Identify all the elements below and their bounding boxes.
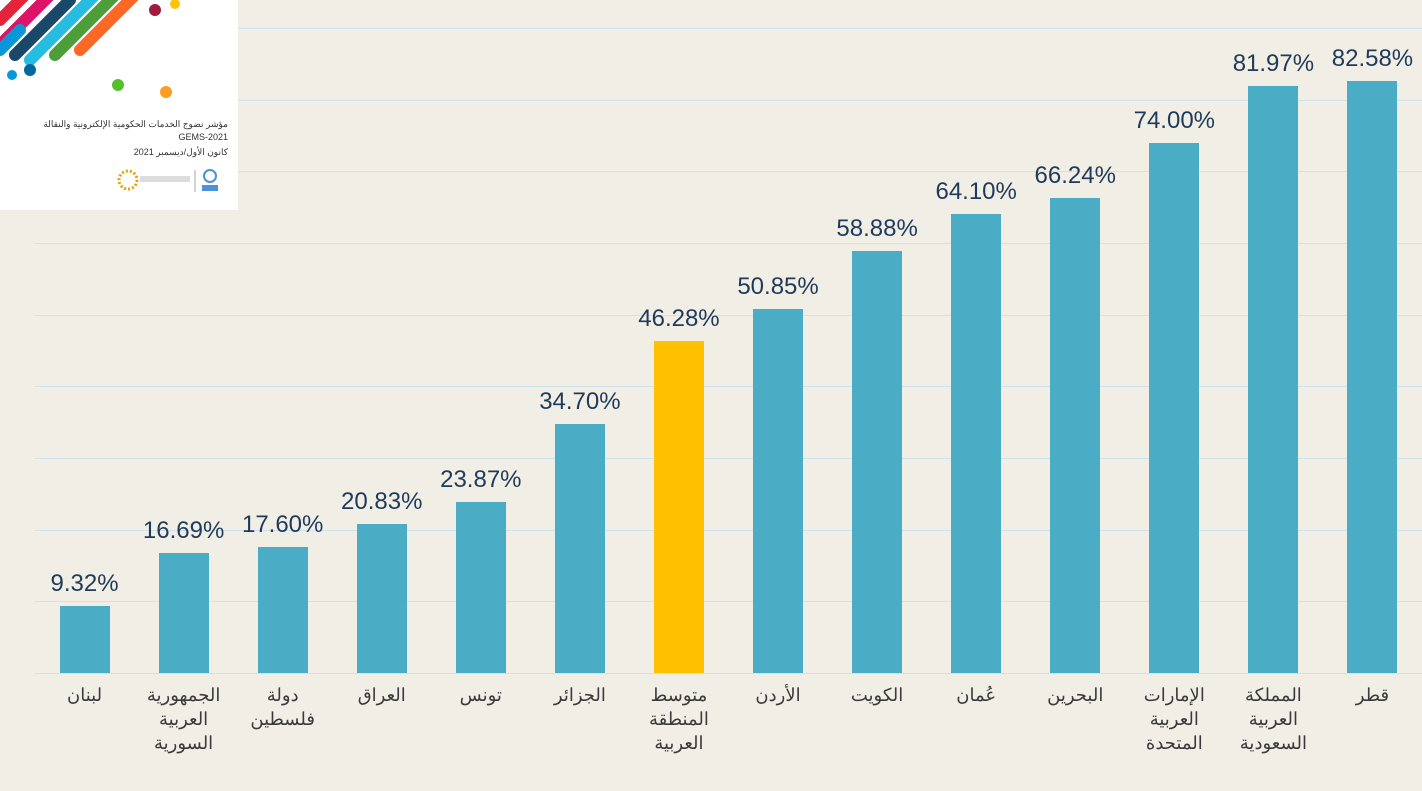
- x-tick-label: عُمان: [935, 683, 1017, 707]
- value-label: 50.85%: [718, 273, 838, 301]
- bar: [1149, 143, 1199, 673]
- grid-line: [35, 386, 1422, 387]
- bar: [60, 606, 110, 673]
- bar: [654, 341, 704, 673]
- grid-line: [35, 28, 1422, 29]
- x-tick-label: متوسط المنطقة العربية: [638, 683, 720, 755]
- value-label: 66.24%: [1015, 162, 1135, 190]
- value-label: 58.88%: [817, 215, 937, 243]
- x-tick-label: الجزائر: [539, 683, 621, 707]
- x-tick-label: المملكة العربية السعودية: [1232, 683, 1314, 755]
- grid-line: [35, 601, 1422, 602]
- x-tick-label: العراق: [341, 683, 423, 707]
- value-label: 82.58%: [1312, 45, 1422, 73]
- grid-line: [35, 243, 1422, 244]
- value-label: 23.87%: [421, 466, 541, 494]
- value-label: 9.32%: [25, 570, 145, 598]
- x-tick-label: لبنان: [44, 683, 126, 707]
- bar: [159, 553, 209, 673]
- bar: [258, 547, 308, 673]
- bar: [852, 251, 902, 673]
- grid-line: [35, 673, 1422, 674]
- x-tick-label: تونس: [440, 683, 522, 707]
- x-tick-label: الجمهورية العربية السورية: [143, 683, 225, 755]
- x-tick-label: الأردن: [737, 683, 819, 707]
- x-tick-label: الكويت: [836, 683, 918, 707]
- grid-line: [35, 171, 1422, 172]
- logo-graphic: [0, 0, 238, 110]
- value-label: 34.70%: [520, 388, 640, 416]
- page: لبنان9.32%الجمهورية العربية السورية16.69…: [0, 0, 1422, 791]
- bar: [951, 214, 1001, 673]
- bar: [1347, 81, 1397, 673]
- bar: [357, 524, 407, 673]
- logo-title: مؤشر نضوج الخدمات الحكومية الإلكترونية و…: [38, 118, 228, 144]
- value-label: 74.00%: [1114, 107, 1234, 135]
- bar: [555, 424, 605, 673]
- bar: [1050, 198, 1100, 673]
- x-tick-label: قطر: [1331, 683, 1413, 707]
- logo-badges: [0, 168, 238, 198]
- value-label: 46.28%: [619, 305, 739, 333]
- logo-date: كانون الأول/ديسمبر 2021: [38, 146, 228, 159]
- bar: [1248, 86, 1298, 673]
- x-tick-label: دولة فلسطين: [242, 683, 324, 731]
- grid-line: [35, 100, 1422, 101]
- x-tick-label: الإمارات العربية المتحدة: [1133, 683, 1215, 755]
- grid-line: [35, 458, 1422, 459]
- bar: [753, 309, 803, 673]
- bar: [456, 502, 506, 673]
- x-tick-label: البحرين: [1034, 683, 1116, 707]
- logo: مؤشر نضوج الخدمات الحكومية الإلكترونية و…: [0, 0, 238, 210]
